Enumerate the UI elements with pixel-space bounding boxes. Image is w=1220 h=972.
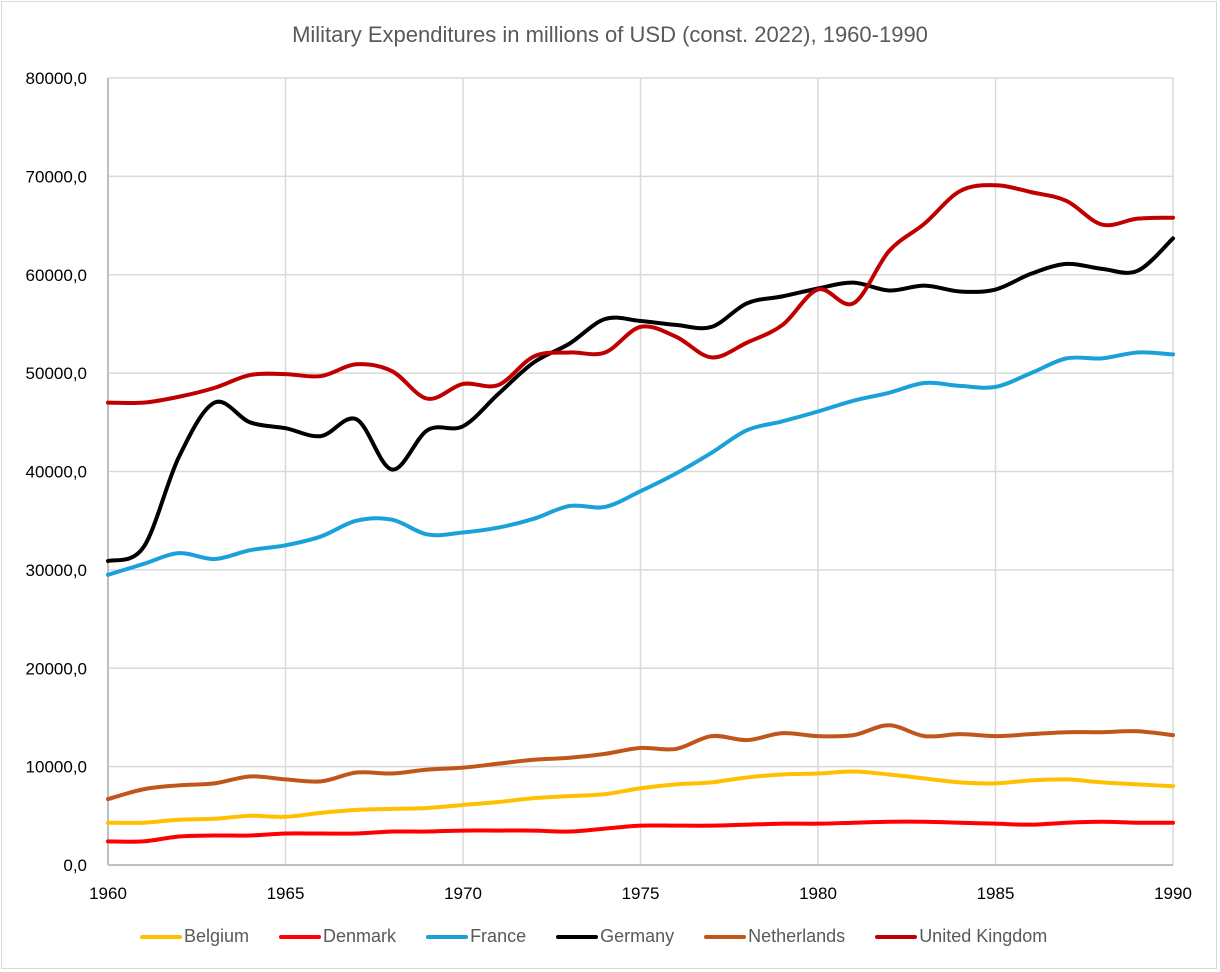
y-tick-label: 70000,0 <box>26 167 87 186</box>
series-line-united-kingdom <box>106 183 1175 406</box>
series-line-germany <box>106 236 1175 564</box>
legend-label: Belgium <box>184 926 250 946</box>
x-tick-label: 1980 <box>799 884 837 903</box>
legend-item-denmark: Denmark <box>279 926 396 947</box>
x-tick-label: 1965 <box>267 884 305 903</box>
y-tick-label: 20000,0 <box>26 659 87 678</box>
series-line-belgium <box>106 769 1175 825</box>
legend-item-germany: Germany <box>556 926 674 947</box>
y-axis-tick-labels: 0,0 10000,0 20000,0 30000,0 40000,0 50000,0 60… <box>26 69 87 875</box>
y-tick-label: 0,0 <box>63 856 87 875</box>
series-line-netherlands <box>106 723 1175 802</box>
legend-label: United Kingdom <box>919 926 1048 946</box>
x-tick-label: 1970 <box>444 884 482 903</box>
legend-item-netherlands: Netherlands <box>704 926 845 947</box>
legend: Belgium Denmark France Germany Netherlands Un… <box>140 926 1047 947</box>
legend-item-united-kingdom: United Kingdom <box>875 926 1047 947</box>
x-tick-label: 1990 <box>1154 884 1192 903</box>
gridlines <box>108 77 1174 865</box>
legend-swatch <box>426 934 469 939</box>
x-tick-label: 1985 <box>977 884 1015 903</box>
legend-label: France <box>470 926 527 946</box>
chart-title: Military Expenditures in millions of USD… <box>292 22 928 47</box>
legend-item-belgium: Belgium <box>140 926 249 947</box>
legend-swatch <box>704 934 747 939</box>
legend-swatch <box>556 934 599 939</box>
x-axis-tick-labels: 1960 1965 1970 1975 1980 1985 1990 <box>89 884 1192 903</box>
legend-item-france: France <box>426 926 526 947</box>
legend-label: Germany <box>600 926 675 946</box>
y-tick-label: 40000,0 <box>26 463 87 482</box>
y-tick-label: 30000,0 <box>26 561 87 580</box>
y-tick-label: 80000,0 <box>26 69 87 88</box>
y-tick-label: 60000,0 <box>26 266 87 285</box>
series-lines <box>106 183 1175 844</box>
legend-swatch <box>140 934 182 939</box>
legend-label: Denmark <box>323 926 397 946</box>
y-tick-label: 10000,0 <box>26 758 87 777</box>
series-line-france <box>106 350 1175 577</box>
series-line-denmark <box>106 819 1175 844</box>
y-tick-label: 50000,0 <box>26 364 87 383</box>
legend-label: Netherlands <box>748 926 846 946</box>
legend-swatch <box>875 934 918 939</box>
x-tick-label: 1960 <box>89 884 127 903</box>
axes <box>107 78 1173 866</box>
x-tick-label: 1975 <box>622 884 660 903</box>
legend-swatch <box>279 934 322 939</box>
